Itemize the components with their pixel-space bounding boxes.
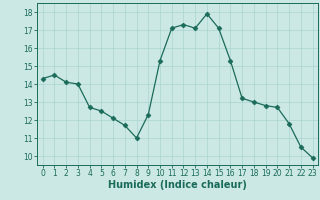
X-axis label: Humidex (Indice chaleur): Humidex (Indice chaleur) xyxy=(108,180,247,190)
